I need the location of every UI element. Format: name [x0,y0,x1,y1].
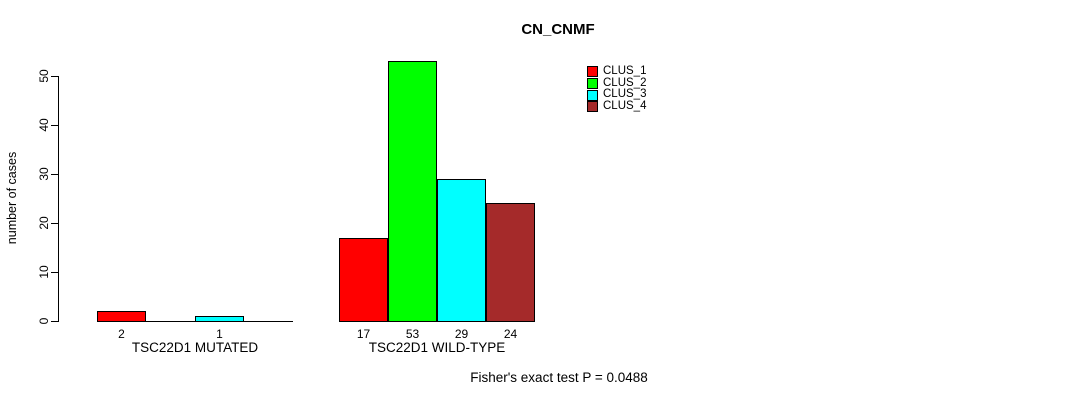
y-axis-tick [51,76,59,77]
bar-clus-1-group-2 [339,238,388,322]
y-axis-tick [51,321,59,322]
y-tick-label: 30 [37,167,51,181]
chart-title: CN_CNMF [521,21,595,38]
legend-swatch-clus-2-icon [587,78,598,90]
legend-item: CLUS_3 [587,89,646,101]
y-axis-tick [51,223,59,224]
legend: CLUS_1 CLUS_2 CLUS_3 CLUS_4 [587,65,647,113]
bar-value-label: 29 [454,327,469,341]
bar-clus-3-group-2 [437,179,486,322]
y-tick-label: 0 [37,317,51,325]
legend-swatch-clus-4-icon [587,101,598,113]
bar-value-label: 24 [503,327,518,341]
y-axis-tick [51,174,59,175]
bar-clus-1-group-1 [97,311,146,322]
bar-clus-3-group-1 [195,316,244,322]
y-tick-label: 10 [37,265,51,279]
legend-item: CLUS_2 [587,76,647,90]
fisher-test-annotation: Fisher's exact test P = 0.0488 [470,370,648,385]
legend-item-label: CLUS_1 [603,65,647,77]
bar-clus-2-group-2 [388,61,437,322]
legend-swatch-clus-1-icon [587,66,598,78]
y-axis-tick [51,125,59,126]
y-axis-line [58,76,59,322]
bar-clus-4-group-2 [486,203,535,322]
bar-value-label: 53 [405,327,420,341]
y-tick-label: 50 [37,69,51,83]
legend-item-label: CLUS_4 [603,100,647,113]
bar-value-label: 2 [118,327,125,341]
x-group-label-mutated: TSC22D1 MUTATED [131,340,259,355]
legend-item-label: CLUS_2 [603,76,647,89]
y-tick-label: 40 [37,118,51,132]
legend-swatch-clus-3-icon [587,89,598,101]
x-group-label-wild-type: TSC22D1 WILD-TYPE [368,340,506,355]
bar-value-label: 17 [356,327,371,341]
bar-value-label: 1 [216,327,223,341]
y-tick-label: 20 [37,216,51,230]
legend-item-label: CLUS_3 [603,88,647,101]
legend-item: CLUS_4 [587,100,647,113]
legend-item: CLUS_1 [587,65,647,78]
y-axis-tick [51,272,59,273]
